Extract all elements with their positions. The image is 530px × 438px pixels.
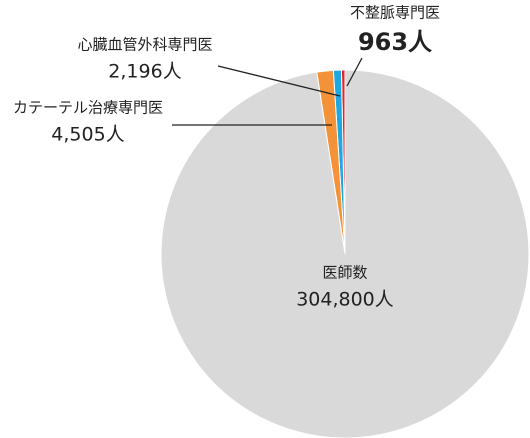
value-label: 963人	[358, 28, 432, 56]
leader-line	[217, 65, 341, 97]
value-label: 2,196人	[108, 61, 181, 83]
leaders	[172, 57, 363, 126]
value-label: 4,505人	[51, 124, 124, 146]
pie	[160, 69, 530, 438]
slice-name: 心臓血管外科専門医	[77, 36, 212, 54]
leader-line	[346, 57, 363, 87]
slice-name: 不整脈専門医	[350, 4, 440, 22]
pie-slice	[160, 69, 530, 438]
value-label: 304,800人	[296, 289, 394, 311]
slice-name: カテーテル治療専門医	[13, 99, 163, 117]
slice-name: 医師数	[322, 264, 367, 282]
